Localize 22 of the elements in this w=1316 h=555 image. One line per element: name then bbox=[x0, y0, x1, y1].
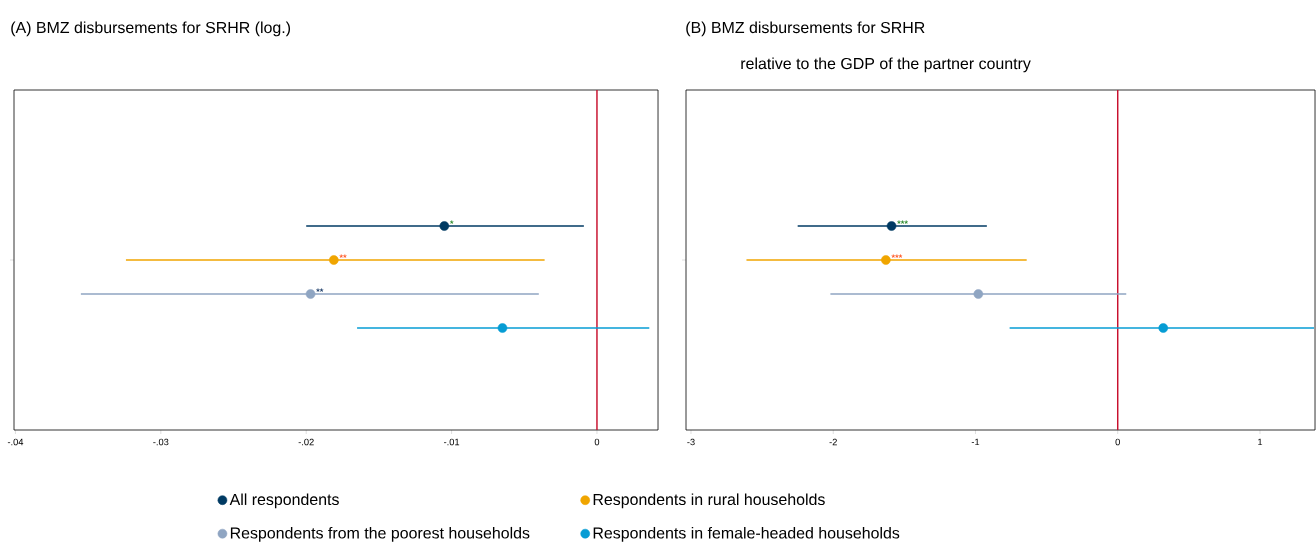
x-tick-label: 1 bbox=[1258, 438, 1263, 446]
x-tick-label: -.01 bbox=[443, 438, 460, 446]
x-tick-label: 0 bbox=[594, 438, 600, 446]
data-label: ** bbox=[316, 288, 324, 292]
chart-title: (B) BMZ disbursements for SRHR bbox=[686, 21, 925, 37]
data-label: *** bbox=[891, 254, 903, 258]
legend-label: Respondents in female-headed households bbox=[593, 526, 900, 542]
legend-label: All respondents bbox=[229, 493, 339, 509]
data-label: * bbox=[449, 220, 454, 224]
data-label: *** bbox=[897, 220, 908, 224]
legend-label: Respondents in rural households bbox=[593, 493, 825, 509]
x-tick-label: -2 bbox=[829, 438, 837, 446]
x-tick-label: -1 bbox=[971, 438, 980, 446]
x-tick-label: 0 bbox=[1115, 438, 1120, 446]
chart-subtitle: relative to the GDP of the partner country bbox=[741, 57, 1031, 73]
chart-title: (A) BMZ disbursements for SRHR (log.) bbox=[11, 21, 291, 37]
legend-label: Respondents from the poorest households bbox=[230, 526, 530, 542]
x-tick-label: -.04 bbox=[7, 438, 24, 446]
x-tick-label: -3 bbox=[687, 438, 695, 446]
data-label: ** bbox=[339, 254, 347, 258]
x-tick-label: -.02 bbox=[298, 438, 314, 446]
x-tick-label: -.03 bbox=[153, 438, 169, 446]
